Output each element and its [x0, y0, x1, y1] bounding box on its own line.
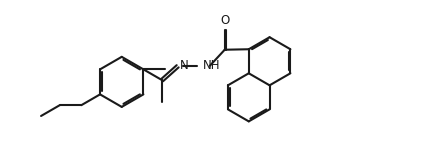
Text: NH: NH	[203, 59, 221, 72]
Text: O: O	[220, 14, 229, 27]
Text: N: N	[180, 59, 188, 72]
